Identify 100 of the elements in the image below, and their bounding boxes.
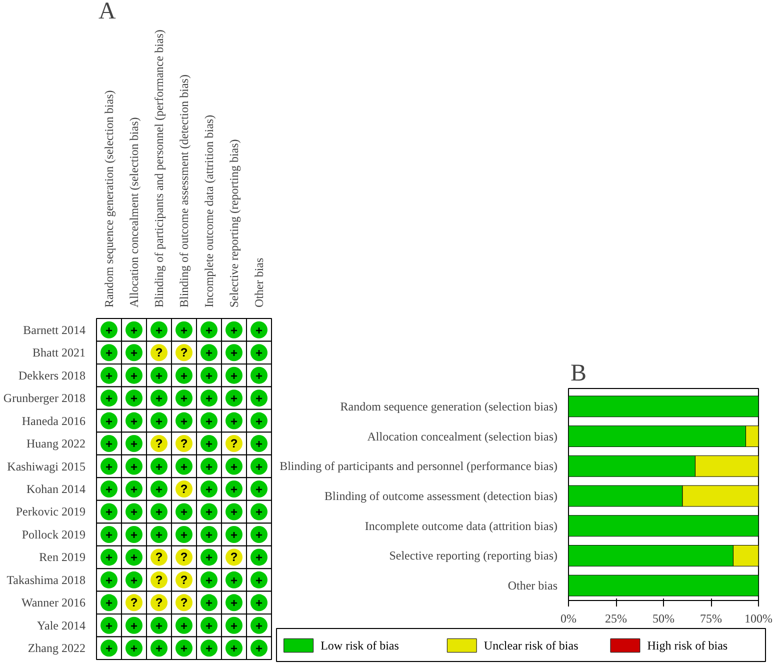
text: +	[230, 414, 238, 428]
text: +	[105, 392, 113, 406]
text: ?	[130, 596, 138, 610]
text: +	[155, 528, 163, 542]
text: +	[255, 460, 263, 474]
text: +	[155, 642, 163, 656]
x-tick-label: Incomplete outcome data (attrition bias)	[202, 114, 216, 308]
text: +	[105, 437, 113, 452]
text: ?	[155, 596, 163, 610]
y-tick-label: Random sequence generation (selection bias)	[340, 399, 558, 414]
text: +	[255, 550, 263, 565]
text: +	[205, 368, 213, 383]
text: +	[180, 528, 188, 542]
text: ?	[180, 346, 188, 360]
y-tick-label: Huang 2022	[26, 436, 86, 451]
text: ?	[180, 572, 188, 587]
text: ?	[155, 436, 163, 451]
text: +	[130, 550, 138, 565]
text: +	[255, 596, 263, 610]
text: +	[105, 482, 113, 496]
text: +	[255, 573, 263, 588]
legend-label: Low risk of bias	[320, 638, 400, 652]
text: +	[155, 323, 163, 338]
text: ?	[230, 436, 238, 451]
text: +	[255, 323, 263, 338]
y-tick-label: Ren 2019	[39, 550, 86, 564]
y-tick-label: Blinding of participants and personnel (performance bias)	[280, 459, 558, 474]
text: A	[98, 0, 116, 24]
y-tick-label: Barnett 2014	[23, 322, 86, 337]
text: +	[105, 368, 113, 383]
text: +	[205, 460, 213, 474]
text: +	[155, 414, 163, 428]
text: +	[130, 346, 138, 360]
x-tick-label: Other bias	[252, 258, 266, 308]
y-tick-label: Haneda 2016	[22, 414, 86, 428]
text: +	[205, 323, 213, 338]
text: +	[205, 528, 213, 542]
text: +	[105, 346, 113, 360]
text: +	[130, 618, 138, 633]
text: +	[155, 460, 163, 474]
text: +	[105, 414, 113, 428]
text: +	[180, 505, 188, 520]
y-tick-label: Zhang 2022	[28, 641, 86, 656]
text: +	[105, 573, 113, 588]
text: +	[180, 414, 188, 428]
text: +	[180, 392, 188, 406]
text: +	[230, 618, 238, 633]
text: +	[230, 392, 238, 406]
text: +	[205, 392, 213, 406]
text: +	[230, 573, 238, 588]
text: +	[205, 437, 213, 452]
y-tick-label: Dekkers 2018	[18, 368, 86, 382]
y-tick-label: Yale 2014	[37, 618, 86, 632]
text: +	[180, 460, 188, 474]
text: +	[130, 460, 138, 474]
text: +	[105, 460, 113, 474]
text: +	[130, 573, 138, 588]
text: +	[105, 618, 113, 633]
x-tick-label: 75%	[700, 612, 722, 626]
text: +	[205, 618, 213, 633]
text: +	[255, 528, 263, 542]
y-tick-label: Bhatt 2021	[32, 346, 86, 360]
y-tick-label: Wanner 2016	[21, 596, 86, 610]
x-tick-label: 50%	[652, 612, 674, 626]
legend-label: High risk of bias	[647, 638, 728, 652]
text: +	[205, 573, 213, 588]
text: +	[230, 368, 238, 383]
text: +	[130, 482, 138, 496]
text: +	[230, 642, 238, 656]
text: +	[105, 528, 113, 542]
text: +	[130, 528, 138, 542]
text: +	[205, 596, 213, 610]
text: +	[155, 392, 163, 406]
text: ?	[155, 572, 163, 587]
x-tick-label: 25%	[605, 612, 627, 626]
text: +	[255, 346, 263, 360]
text: +	[230, 482, 238, 496]
text: +	[155, 618, 163, 633]
text: +	[130, 368, 138, 383]
text: +	[180, 368, 188, 383]
text: +	[230, 323, 238, 338]
x-tick-label: 0%	[560, 612, 576, 626]
text: +	[255, 642, 263, 656]
text: +	[230, 460, 238, 474]
text: +	[130, 414, 138, 428]
text: +	[230, 505, 238, 520]
text: +	[255, 437, 263, 452]
text: ?	[180, 596, 188, 610]
text: +	[105, 550, 113, 565]
text: +	[205, 482, 213, 496]
text: +	[255, 482, 263, 496]
text: +	[205, 346, 213, 360]
y-tick-label: Selective reporting (reporting bias)	[389, 548, 558, 563]
text: +	[105, 642, 113, 656]
y-tick-label: Other bias	[508, 578, 558, 593]
text: +	[180, 642, 188, 656]
text: ?	[155, 346, 163, 360]
text: +	[205, 550, 213, 565]
text: +	[105, 505, 113, 520]
text: +	[105, 323, 113, 338]
